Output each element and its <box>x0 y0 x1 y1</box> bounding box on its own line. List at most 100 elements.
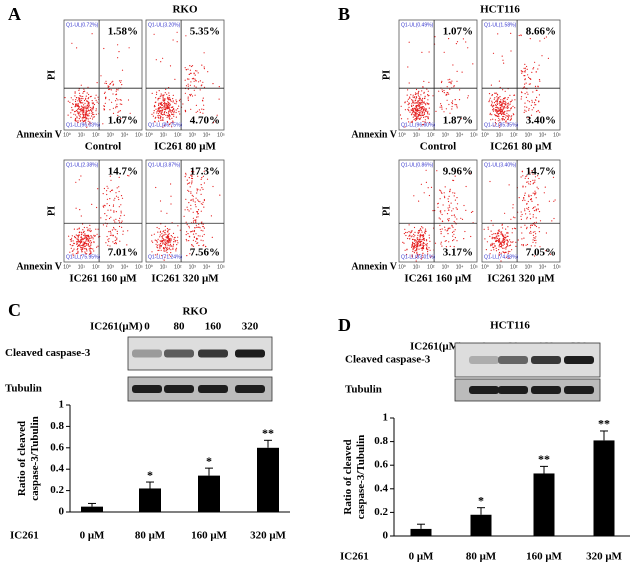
event-dot <box>202 226 204 228</box>
event-dot <box>415 256 417 258</box>
event-dot <box>411 120 413 122</box>
event-dot <box>72 109 74 111</box>
event-dot <box>95 228 97 230</box>
event-dot <box>412 241 414 244</box>
plot-frame <box>63 159 143 263</box>
dose: 160 <box>205 321 222 333</box>
event-dot <box>122 233 124 235</box>
event-dot <box>175 248 177 250</box>
event-dot <box>77 235 79 237</box>
event-dot <box>175 101 178 103</box>
event-dot <box>89 121 91 123</box>
event-dot <box>189 94 191 96</box>
event-dot <box>533 210 536 212</box>
event-dot <box>413 97 415 99</box>
event-dot <box>530 232 532 234</box>
event-dot <box>498 241 500 243</box>
event-dot <box>120 215 122 217</box>
flow-tick: 10⁴ <box>203 264 211 270</box>
event-dot <box>79 231 81 234</box>
event-dot <box>87 240 89 242</box>
event-dot <box>512 216 515 218</box>
event-dot <box>85 244 88 246</box>
event-dot <box>520 96 523 98</box>
flow-tick: 10² <box>92 132 100 138</box>
event-dot <box>203 104 205 106</box>
event-dot <box>524 199 526 201</box>
event-dot <box>489 235 491 237</box>
event-dot <box>200 178 202 180</box>
event-dot <box>168 101 170 104</box>
event-dot <box>418 238 420 240</box>
event-dot <box>112 235 114 237</box>
event-dot <box>71 42 73 44</box>
event-dot <box>64 97 66 99</box>
event-dot <box>426 240 428 242</box>
event-dot <box>75 99 77 101</box>
event-dot <box>157 249 159 252</box>
event-dot <box>532 173 534 175</box>
blot-band <box>531 356 561 364</box>
event-dot <box>416 106 418 108</box>
event-dot <box>96 101 98 103</box>
event-dot <box>151 234 153 236</box>
event-dot <box>159 236 161 238</box>
event-dot <box>153 106 155 108</box>
event-dot <box>85 97 87 99</box>
event-dot <box>110 89 112 91</box>
event-dot <box>177 236 179 238</box>
event-dot <box>503 239 505 242</box>
event-dot <box>111 229 113 231</box>
x-axis-label: Annexin V <box>351 129 397 140</box>
event-dot <box>440 190 442 192</box>
event-dot <box>494 92 496 94</box>
event-dot <box>522 175 524 177</box>
event-dot <box>195 219 197 221</box>
event-dot <box>159 230 162 232</box>
event-dot <box>494 121 496 124</box>
event-dot <box>415 113 417 115</box>
flow-tick: 10⁵ <box>135 264 143 270</box>
event-dot <box>186 206 188 208</box>
event-dot <box>195 111 197 113</box>
event-dot <box>103 47 105 50</box>
event-dot <box>526 207 528 209</box>
event-dot <box>107 209 109 211</box>
event-dot <box>493 102 496 104</box>
event-dot <box>167 235 169 237</box>
event-dot <box>184 67 186 69</box>
event-dot <box>120 99 122 101</box>
x-tick-label: 0 μM <box>409 551 434 563</box>
event-dot <box>163 239 165 241</box>
event-dot <box>497 239 499 242</box>
event-dot <box>443 92 445 94</box>
blot-band <box>469 386 499 394</box>
event-dot <box>498 253 500 255</box>
event-dot <box>415 88 418 91</box>
event-dot <box>182 103 184 105</box>
event-dot <box>104 82 106 84</box>
event-dot <box>119 240 121 242</box>
event-dot <box>79 239 81 241</box>
event-dot <box>416 248 418 250</box>
event-dot <box>76 240 78 243</box>
event-dot <box>116 88 118 90</box>
event-dot <box>507 232 509 234</box>
event-dot <box>95 94 97 96</box>
event-dot <box>405 231 407 234</box>
event-dot <box>520 215 522 217</box>
event-dot <box>407 108 409 110</box>
event-dot <box>443 195 446 197</box>
event-dot <box>171 126 173 128</box>
event-dot <box>165 102 167 104</box>
event-dot <box>82 95 84 98</box>
event-dot <box>412 116 414 118</box>
event-dot <box>534 224 536 226</box>
significance: * <box>206 454 212 468</box>
event-dot <box>451 225 453 227</box>
quadrant-lr: 7.01% <box>108 247 138 259</box>
event-dot <box>487 228 489 230</box>
event-dot <box>505 251 507 253</box>
event-dot <box>537 204 539 206</box>
